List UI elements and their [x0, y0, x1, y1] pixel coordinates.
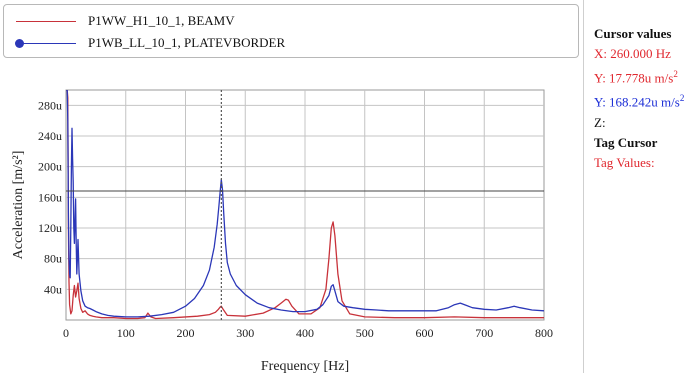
cursor-x-value: X: 260.000 Hz — [594, 46, 671, 61]
series-line-1[interactable] — [66, 90, 544, 320]
legend-item-beamv[interactable]: P1WW_H1_10_1, BEAMV — [4, 11, 578, 31]
y-tick-label: 200u — [38, 160, 62, 174]
y-tick-label: 280u — [38, 98, 62, 112]
legend-label-platevborder: P1WB_LL_10_1, PLATEVBORDER — [88, 35, 286, 50]
x-tick-label: 200 — [177, 326, 195, 340]
legend-line-beamv — [16, 21, 76, 22]
y-tick-label: 40u — [44, 282, 62, 296]
x-tick-label: 400 — [296, 326, 314, 340]
x-tick-label: 700 — [475, 326, 493, 340]
cursor-z-value: Z: — [594, 114, 606, 130]
y-tick-label: 80u — [44, 252, 62, 266]
x-tick-label: 0 — [63, 326, 69, 340]
x-tick-label: 500 — [356, 326, 374, 340]
cursor-y1-value: Y: 17.778u m/s2 — [594, 69, 678, 86]
legend-item-platevborder[interactable]: P1WB_LL_10_1, PLATEVBORDER — [4, 33, 578, 53]
x-tick-label: 100 — [117, 326, 135, 340]
cursor-panel: Cursor values X: 260.000 Hz Y: 17.778u m… — [583, 0, 695, 373]
x-tick-label: 800 — [535, 326, 553, 340]
cursor-y2-value: Y: 168.242u m/s2 — [594, 93, 685, 110]
y-tick-label: 160u — [38, 190, 62, 204]
chart[interactable]: 0 100 200 300 400 500 600 700 800 40u 80u 120u 160u 2… — [0, 62, 580, 373]
x-tick-label: 300 — [236, 326, 254, 340]
series-line-2[interactable] — [66, 90, 544, 318]
y-tick-label: 240u — [38, 129, 62, 143]
legend-line-platevborder — [16, 43, 76, 44]
tag-values-label: Tag Values: — [594, 154, 655, 170]
legend-label-beamv: P1WW_H1_10_1, BEAMV — [88, 13, 235, 28]
x-axis-label: Frequency [Hz] — [261, 359, 349, 373]
y-axis-label: Acceleration [m/s²] — [11, 151, 26, 260]
x-tick-label: 600 — [416, 326, 434, 340]
tag-cursor-title: Tag Cursor — [594, 134, 658, 150]
legend-marker-circle-icon — [15, 39, 24, 48]
legend: P1WW_H1_10_1, BEAMV P1WB_LL_10_1, PLATEV… — [3, 4, 579, 58]
cursor-values-title: Cursor values — [594, 26, 672, 41]
y-tick-label: 120u — [38, 221, 62, 235]
